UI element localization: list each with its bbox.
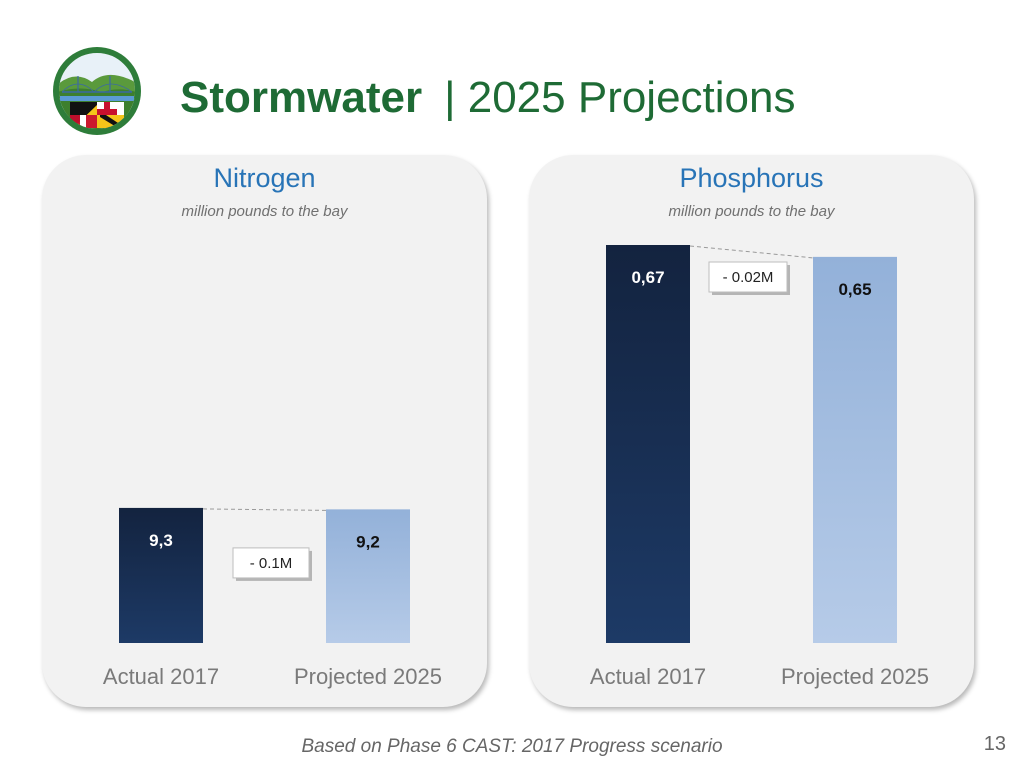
page-title-rest: | 2025 Projections	[444, 73, 796, 122]
actual-2017-bar	[119, 507, 203, 643]
category-tick-label: Actual 2017	[590, 664, 706, 689]
bar-value-label: 0,67	[631, 268, 664, 287]
phosphorus-bar-chart: 0,67 Actual 2017 0,65 Projected 2025 - 0.02M	[590, 245, 929, 689]
nitrogen-subtitle: million pounds to the bay	[181, 203, 348, 220]
delta-callout-box	[232, 547, 310, 579]
page-title: Stormwater | 2025 Projections	[180, 68, 796, 128]
phosphorus-subtitle: million pounds to the bay	[668, 203, 835, 220]
actual-2017-bar	[606, 245, 690, 643]
category-tick-label: Projected 2025	[294, 664, 442, 689]
page-number: 13	[983, 733, 1006, 755]
bar-value-label: 9,3	[149, 531, 173, 550]
change-connector-line	[689, 245, 814, 259]
bar-value-label: 9,2	[356, 532, 380, 551]
projected-2025-bar	[813, 256, 897, 643]
page-title-bold: Stormwater	[180, 73, 423, 122]
phosphorus-panel: Phosphorus million pounds to the bay 0,6…	[529, 155, 974, 707]
projected-2025-bar	[326, 509, 410, 643]
maryland-logo-icon	[53, 47, 141, 135]
delta-callout-label: - 0.1M	[250, 555, 293, 572]
phosphorus-title: Phosphorus	[679, 163, 824, 193]
nitrogen-bar-chart: 9,3 Actual 2017 9,2 Projected 2025 - 0.1M	[103, 507, 442, 689]
nitrogen-title: Nitrogen	[213, 163, 316, 193]
nitrogen-panel: Nitrogen million pounds to the bay 9,3 Ac…	[42, 155, 487, 707]
delta-callout-box	[708, 261, 788, 293]
change-connector-line	[202, 508, 327, 511]
bar-value-label: 0,65	[838, 280, 871, 299]
footer-note: Based on Phase 6 CAST: 2017 Progress sce…	[301, 736, 723, 757]
category-tick-label: Projected 2025	[781, 664, 929, 689]
category-tick-label: Actual 2017	[103, 664, 219, 689]
delta-callout-label: - 0.02M	[723, 269, 774, 286]
